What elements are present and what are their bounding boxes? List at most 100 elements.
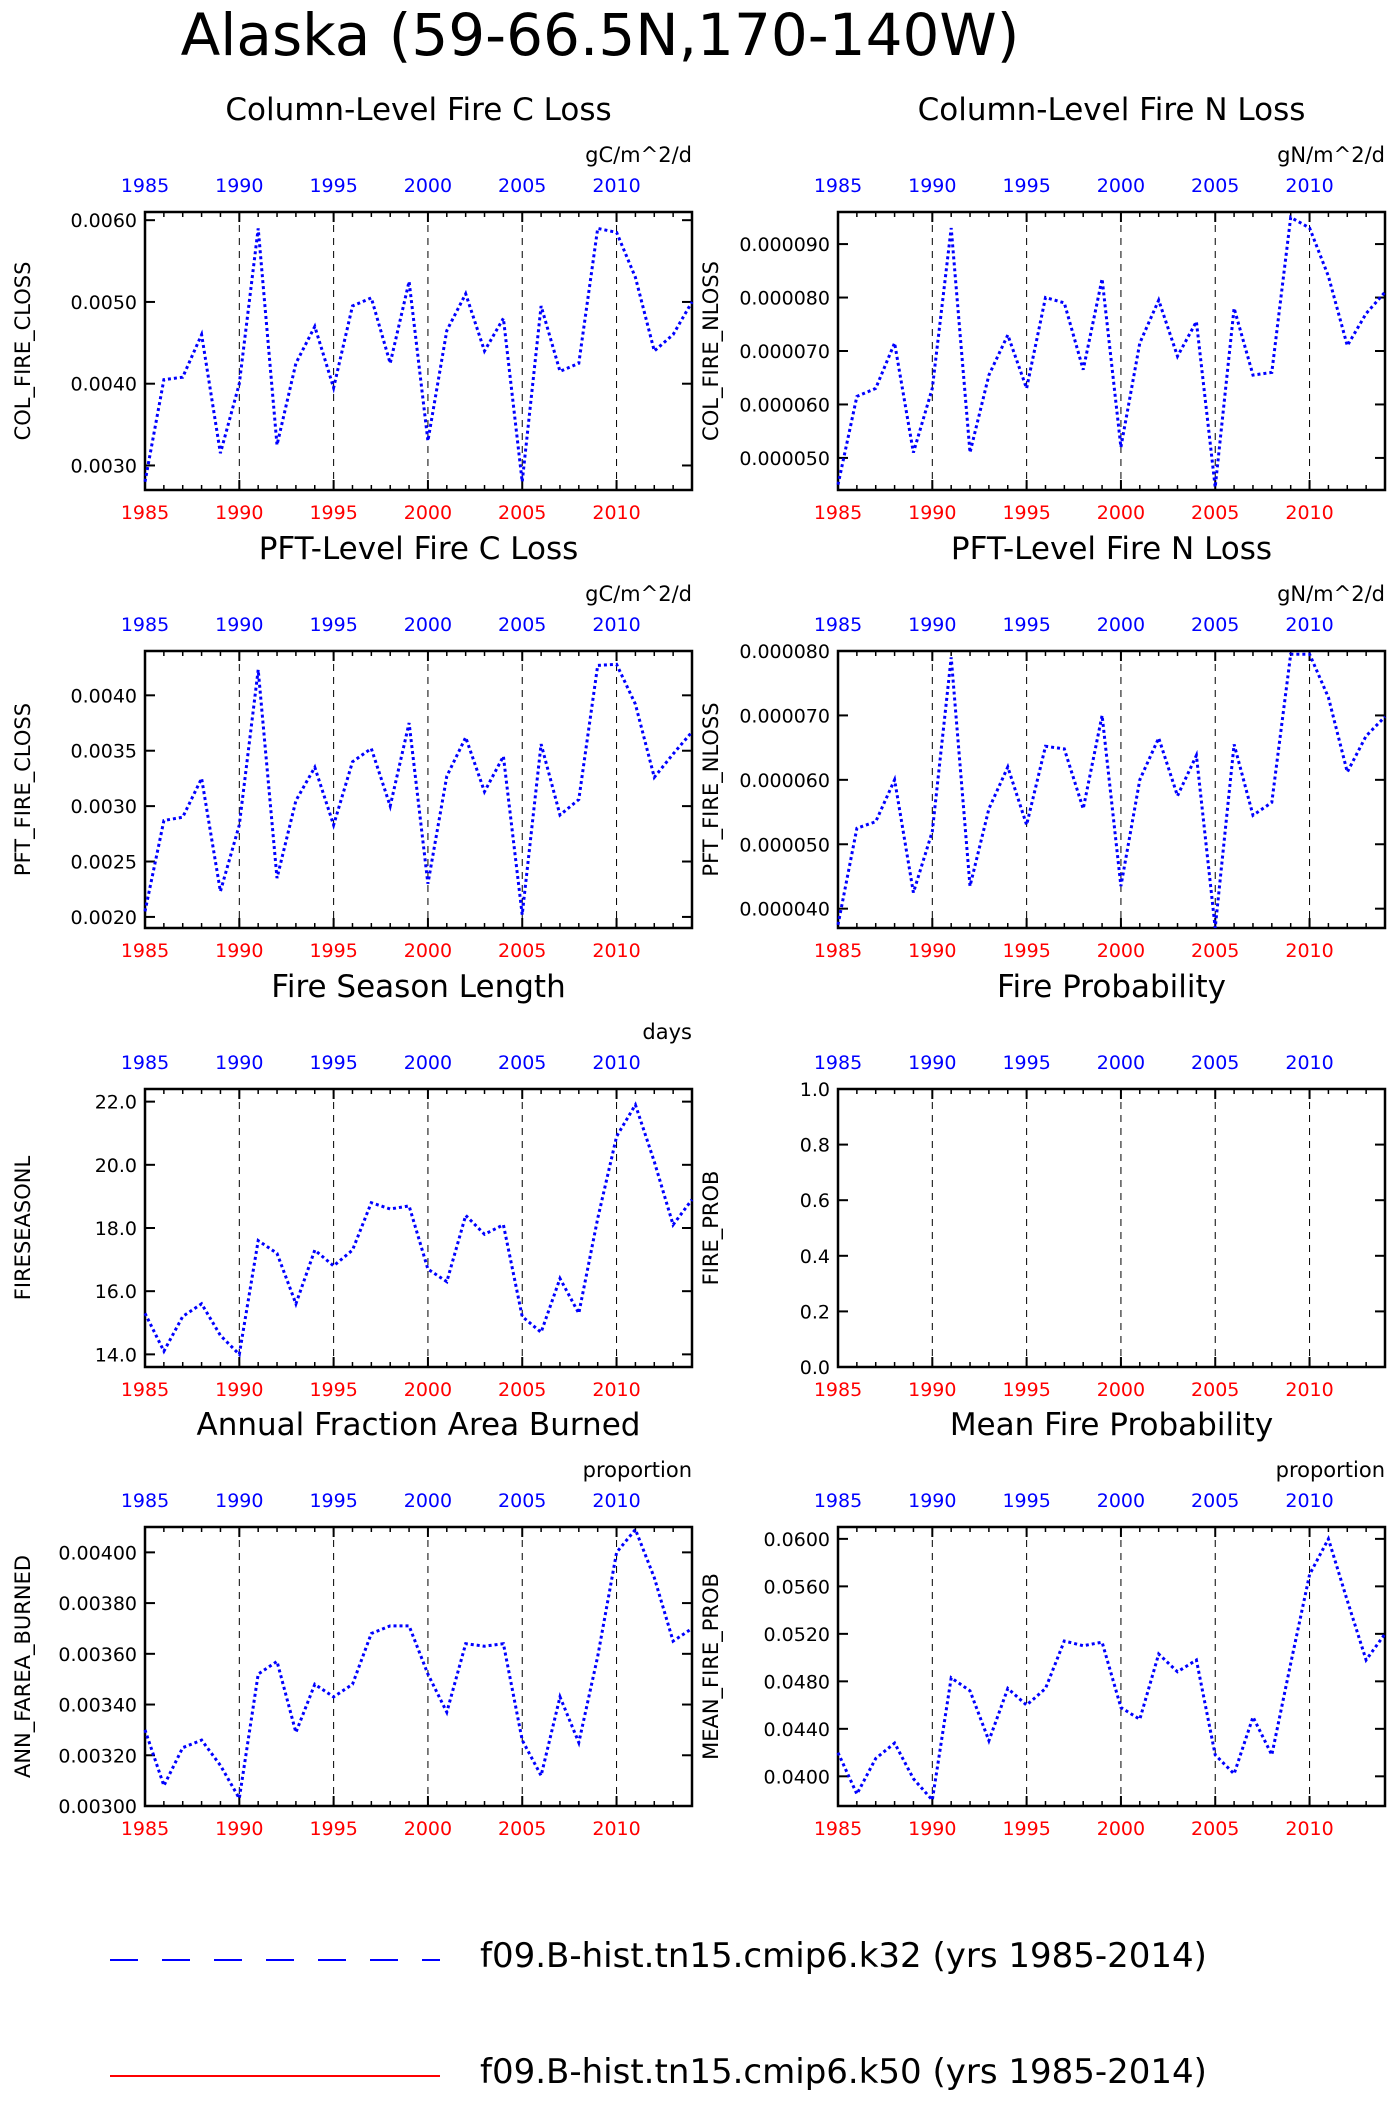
bottom-tick-label-2000: 2000 <box>404 940 452 962</box>
bottom-tick-label-2000: 2000 <box>1097 502 1145 524</box>
y-tick-label: 0.4 <box>800 1246 830 1268</box>
legend-item-k50: f09.B-hist.tn15.cmip6.k50 (yrs 1985-2014… <box>0 2044 1389 2104</box>
y-tick-label: 0.000070 <box>739 341 830 363</box>
top-tick-label-1985: 1985 <box>814 1490 862 1512</box>
series-line-ann-farea-burned <box>143 1526 693 1803</box>
y-tick-label: 0.6 <box>800 1190 830 1212</box>
top-tick-label-2010: 2010 <box>1285 1052 1333 1074</box>
top-tick-label-2000: 2000 <box>404 175 452 197</box>
bottom-tick-label-1995: 1995 <box>1002 502 1050 524</box>
bottom-tick-label-2010: 2010 <box>592 940 640 962</box>
y-axis-label-pft-fire-nloss: PFT_FIRE_NLOSS <box>699 702 724 876</box>
bottom-tick-label-1995: 1995 <box>309 502 357 524</box>
y-tick-label: 0.000060 <box>739 394 830 416</box>
y-tick-label: 0.000090 <box>739 234 830 256</box>
top-tick-label-1995: 1995 <box>309 614 357 636</box>
top-tick-label-2005: 2005 <box>1191 614 1239 636</box>
y-tick-label: 16.0 <box>95 1281 137 1303</box>
bottom-tick-label-2005: 2005 <box>1191 1818 1239 1840</box>
y-tick-label: 0.000040 <box>739 899 830 921</box>
bottom-tick-label-1995: 1995 <box>309 1818 357 1840</box>
bottom-tick-label-1985: 1985 <box>814 502 862 524</box>
top-tick-label-2000: 2000 <box>1097 1052 1145 1074</box>
top-tick-label-2010: 2010 <box>592 614 640 636</box>
plot-frame-col-fire-closs <box>143 210 694 492</box>
top-tick-label-2000: 2000 <box>404 1052 452 1074</box>
bottom-tick-label-2010: 2010 <box>1285 940 1333 962</box>
bottom-tick-label-2000: 2000 <box>1097 1818 1145 1840</box>
top-tick-label-1990: 1990 <box>908 614 956 636</box>
y-axis-label-col-fire-closs: COL_FIRE_CLOSS <box>11 262 36 441</box>
bottom-tick-label-1990: 1990 <box>215 1818 263 1840</box>
plot-frame-col-fire-nloss <box>836 210 1387 492</box>
top-tick-label-1990: 1990 <box>908 1490 956 1512</box>
y-tick-label: 0.0035 <box>71 741 137 763</box>
y-tick-label: 0.00340 <box>58 1695 137 1717</box>
bottom-tick-label-1995: 1995 <box>1002 1818 1050 1840</box>
panel-title-ann-farea-burned: Annual Fraction Area Burned <box>197 1407 641 1443</box>
bottom-tick-label-1990: 1990 <box>215 1379 263 1401</box>
bottom-tick-label-2005: 2005 <box>1191 940 1239 962</box>
y-tick-label: 0.000060 <box>739 770 830 792</box>
bottom-tick-label-1990: 1990 <box>908 502 956 524</box>
bottom-tick-label-2000: 2000 <box>1097 940 1145 962</box>
panel-title-col-fire-closs: Column-Level Fire C Loss <box>225 92 611 128</box>
bottom-tick-label-1985: 1985 <box>121 502 169 524</box>
top-tick-label-2010: 2010 <box>1285 614 1333 636</box>
y-tick-label: 0.0 <box>800 1357 830 1379</box>
bottom-tick-label-2005: 2005 <box>498 940 546 962</box>
y-tick-label: 0.000050 <box>739 448 830 470</box>
top-tick-label-1990: 1990 <box>908 175 956 197</box>
top-tick-label-2005: 2005 <box>498 175 546 197</box>
top-tick-label-2000: 2000 <box>404 1490 452 1512</box>
units-label-col-fire-nloss: gN/m^2/d <box>1277 143 1385 167</box>
top-tick-label-2005: 2005 <box>1191 1490 1239 1512</box>
bottom-tick-label-2005: 2005 <box>498 1379 546 1401</box>
bottom-tick-label-1990: 1990 <box>908 1379 956 1401</box>
bottom-tick-label-2005: 2005 <box>1191 502 1239 524</box>
top-tick-label-2010: 2010 <box>1285 1490 1333 1512</box>
units-label-ann-farea-burned: proportion <box>583 1458 692 1482</box>
y-tick-label: 0.000070 <box>739 705 830 727</box>
bottom-tick-label-1995: 1995 <box>1002 940 1050 962</box>
top-tick-label-2000: 2000 <box>1097 614 1145 636</box>
top-tick-label-2000: 2000 <box>1097 1490 1145 1512</box>
bottom-tick-label-1995: 1995 <box>309 1379 357 1401</box>
y-tick-label: 0.0040 <box>71 374 137 396</box>
series-line-col-fire-closs <box>143 226 694 483</box>
y-tick-label: 0.000080 <box>739 288 830 310</box>
top-tick-label-1985: 1985 <box>121 175 169 197</box>
top-tick-label-1995: 1995 <box>309 1052 357 1074</box>
series-line-mean-fire-prob <box>836 1534 1387 1804</box>
panel-title-fireseasonl: Fire Season Length <box>271 969 565 1005</box>
bottom-tick-label-2010: 2010 <box>1285 502 1333 524</box>
top-tick-label-2010: 2010 <box>592 1490 640 1512</box>
top-tick-label-1995: 1995 <box>309 175 357 197</box>
series-line-pft-fire-nloss <box>836 652 1387 929</box>
bottom-tick-label-1990: 1990 <box>908 1818 956 1840</box>
page-title: Alaska (59-66.5N,170-140W) <box>180 1 1020 69</box>
units-label-col-fire-closs: gC/m^2/d <box>585 143 692 167</box>
plot-frame-fire-prob <box>836 1087 1387 1369</box>
bottom-tick-label-2000: 2000 <box>404 1818 452 1840</box>
y-tick-label: 0.8 <box>800 1135 830 1157</box>
bottom-tick-label-2010: 2010 <box>1285 1379 1333 1401</box>
bottom-tick-label-2010: 2010 <box>592 1379 640 1401</box>
units-label-pft-fire-nloss: gN/m^2/d <box>1277 582 1385 606</box>
top-tick-label-1995: 1995 <box>1002 175 1050 197</box>
y-axis-label-fireseasonl: FIRESEASONL <box>11 1156 35 1301</box>
y-axis-label-pft-fire-closs: PFT_FIRE_CLOSS <box>11 703 36 876</box>
y-axis-label-ann-farea-burned: ANN_FAREA_BURNED <box>11 1555 36 1778</box>
y-tick-label: 0.0520 <box>764 1624 830 1646</box>
y-tick-label: 18.0 <box>95 1218 137 1240</box>
y-tick-label: 0.0050 <box>71 292 137 314</box>
top-tick-label-2010: 2010 <box>592 175 640 197</box>
bottom-tick-label-2010: 2010 <box>1285 1818 1333 1840</box>
y-tick-label: 0.000080 <box>739 641 830 663</box>
top-tick-label-1990: 1990 <box>215 614 263 636</box>
panel-title-pft-fire-nloss: PFT-Level Fire N Loss <box>951 531 1272 567</box>
legend-label-k32: f09.B-hist.tn15.cmip6.k32 (yrs 1985-2014… <box>480 1936 1207 1976</box>
y-tick-label: 0.00300 <box>58 1796 137 1818</box>
bottom-tick-label-2010: 2010 <box>592 502 640 524</box>
series-line-fireseasonl <box>143 1101 694 1358</box>
